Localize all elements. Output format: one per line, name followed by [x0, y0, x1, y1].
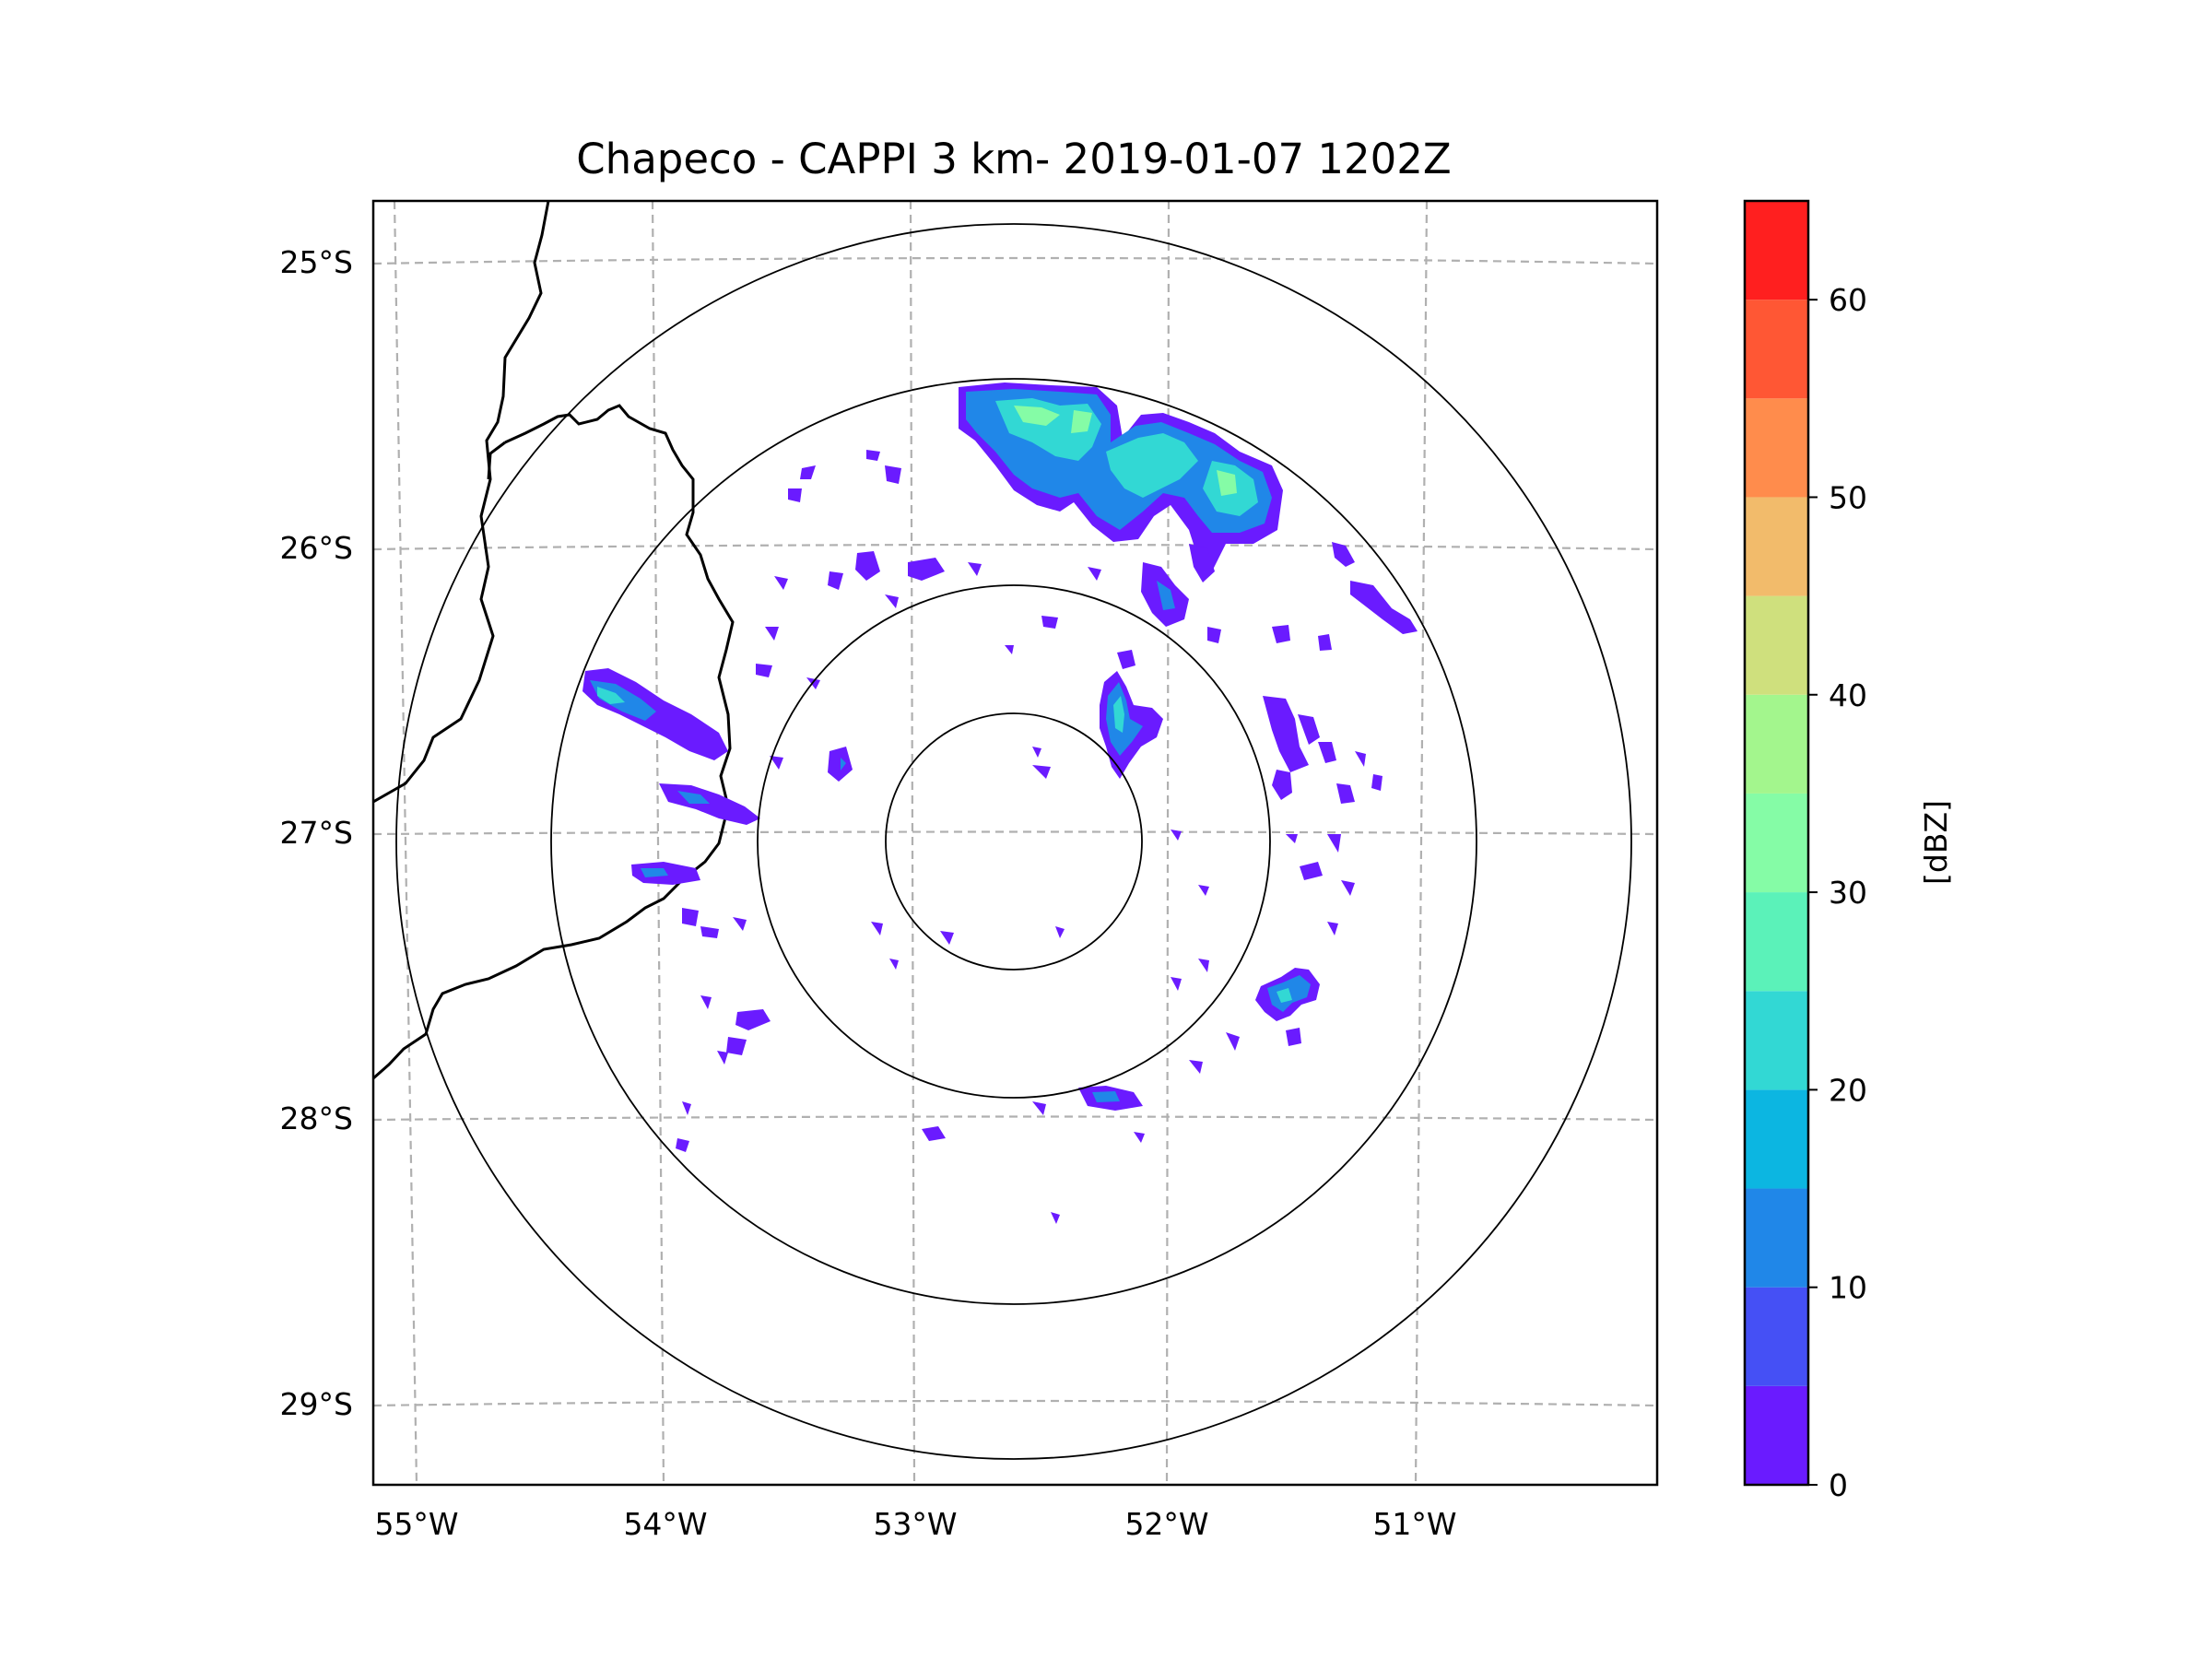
colorbar-tick-label: 0 [1829, 1467, 1848, 1503]
gridlines [373, 201, 1657, 1485]
colorbar-band [1745, 991, 1808, 1090]
range-ring-2 [757, 584, 1271, 1099]
echo-central-cell [1100, 650, 1163, 779]
lat-tick-27s: 27°S [280, 815, 353, 851]
echo-north-cluster [959, 382, 1283, 582]
lon-gridline-52w [1165, 201, 1171, 1485]
echo-west-band-2 [659, 783, 760, 825]
colorbar-tick-label: 20 [1829, 1072, 1867, 1108]
colorbar-band [1745, 892, 1808, 992]
echo-west-band [582, 668, 760, 885]
colorbar-label: [dBZ] [1918, 800, 1954, 885]
lon-gridline-54w [651, 201, 665, 1485]
colorbar-band [1745, 201, 1808, 300]
lat-gridline-29s [373, 1399, 1657, 1407]
colorbar-band [1745, 694, 1808, 794]
colorbar-band [1745, 1188, 1808, 1288]
colorbar-frame [1743, 199, 1810, 1487]
lat-tick-labels: 25°S 26°S 27°S 28°S 29°S [280, 244, 353, 1422]
colorbar-tick-label: 40 [1829, 677, 1867, 713]
range-ring-3 [550, 378, 1477, 1305]
lat-gridline-28s [373, 1115, 1657, 1122]
colorbar-band [1745, 793, 1808, 893]
colorbar-band [1745, 497, 1808, 596]
colorbar-bands [1745, 201, 1808, 1485]
colorbar-tick-label: 60 [1829, 282, 1867, 318]
lat-gridline-26s [373, 543, 1657, 551]
echo-west-band-2-core [677, 791, 710, 804]
colorbar-ticks: 0 10 20 30 40 50 60 [1808, 282, 1867, 1503]
colorbar-tick-label: 50 [1829, 479, 1867, 515]
echo-north-cluster-tail [1189, 544, 1215, 582]
colorbar-band [1745, 1287, 1808, 1386]
lat-tick-25s: 25°S [280, 244, 353, 280]
colorbar-band [1745, 1089, 1808, 1189]
misiones-northwest [487, 441, 506, 480]
chart-title: Chapeco - CAPPI 3 km- 2019-01-07 1202Z [576, 135, 1451, 183]
echo-central-cell-core [1113, 696, 1124, 733]
echo-northeast-streaks [1141, 542, 1418, 804]
paraguay-argentina-border [373, 201, 550, 804]
lon-tick-53w: 53°W [873, 1506, 957, 1542]
colorbar-tick-label: 30 [1829, 875, 1867, 911]
radar-echoes [582, 382, 1418, 1224]
colorbar-tick-label: 10 [1829, 1270, 1867, 1306]
colorbar: 0 10 20 30 40 50 60 [dBZ] [1743, 199, 1954, 1503]
lon-tick-55w: 55°W [374, 1506, 458, 1542]
colorbar-band [1745, 398, 1808, 498]
range-ring-1 [885, 712, 1143, 971]
lon-gridline-51w [1414, 201, 1429, 1485]
echo-west-band-3-core [641, 868, 668, 877]
map-frame [371, 199, 1659, 1487]
colorbar-band [1745, 300, 1808, 399]
lat-tick-29s: 29°S [280, 1386, 353, 1422]
lon-tick-51w: 51°W [1372, 1506, 1456, 1542]
range-ring-4 [395, 223, 1632, 1460]
echo-east-cell [1255, 968, 1320, 1046]
echo-scattered [676, 450, 1355, 1224]
misiones-border [373, 404, 735, 1080]
lon-tick-labels: 55°W 54°W 53°W 52°W 51°W [374, 1506, 1456, 1542]
echo-east-cell-core [1277, 988, 1292, 1003]
echo-west-band-outer [582, 668, 728, 760]
lat-tick-26s: 26°S [280, 530, 353, 566]
map-area [373, 201, 1657, 1485]
echo-central-cell-mid [1106, 682, 1143, 756]
lon-gridline-53w [909, 201, 916, 1485]
lon-tick-52w: 52°W [1124, 1506, 1208, 1542]
lat-gridline-27s [373, 830, 1657, 836]
echo-north-cluster-core [995, 398, 1258, 516]
lat-tick-28s: 28°S [280, 1100, 353, 1136]
colorbar-band [1745, 595, 1808, 695]
range-rings [395, 223, 1632, 1460]
colorbar-band [1745, 1385, 1808, 1485]
lon-tick-54w: 54°W [623, 1506, 707, 1542]
coastline-borders [373, 201, 735, 1080]
lat-gridline-25s [373, 256, 1657, 265]
echo-west-band-core [597, 687, 625, 704]
echo-north-cluster-peak [1014, 406, 1237, 496]
lon-gridline-55w [393, 201, 418, 1485]
